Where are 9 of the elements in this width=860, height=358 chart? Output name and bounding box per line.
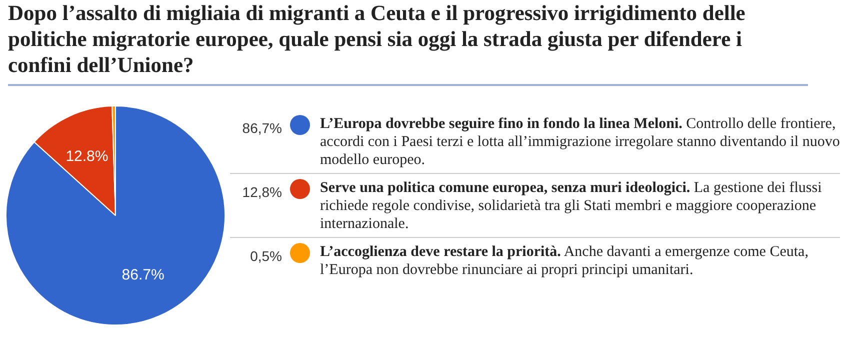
chart-title: Dopo l’assalto di migliaia di migranti a Ceuta e il progressivo irrigidimento delle politiche migratorie europee, quale pensi sia oggi la strada giusta per difendere i confini dell’Unione? [8, 0, 808, 86]
text: 12,8% [241, 183, 282, 202]
legend-label: L’Europa dovrebbe seguire fino in fondo la linea Meloni. [320, 116, 682, 132]
text: 0,5% [249, 247, 282, 266]
legend-label: Serve una politica comune europea, senza muri ideologici. [320, 180, 690, 196]
data-label: 86.7% [122, 266, 164, 284]
legend-label: L’accoglienza deve restare la priorità. [320, 244, 561, 260]
text: 86,7% [241, 119, 282, 138]
data-label: 12.8% [66, 148, 108, 166]
